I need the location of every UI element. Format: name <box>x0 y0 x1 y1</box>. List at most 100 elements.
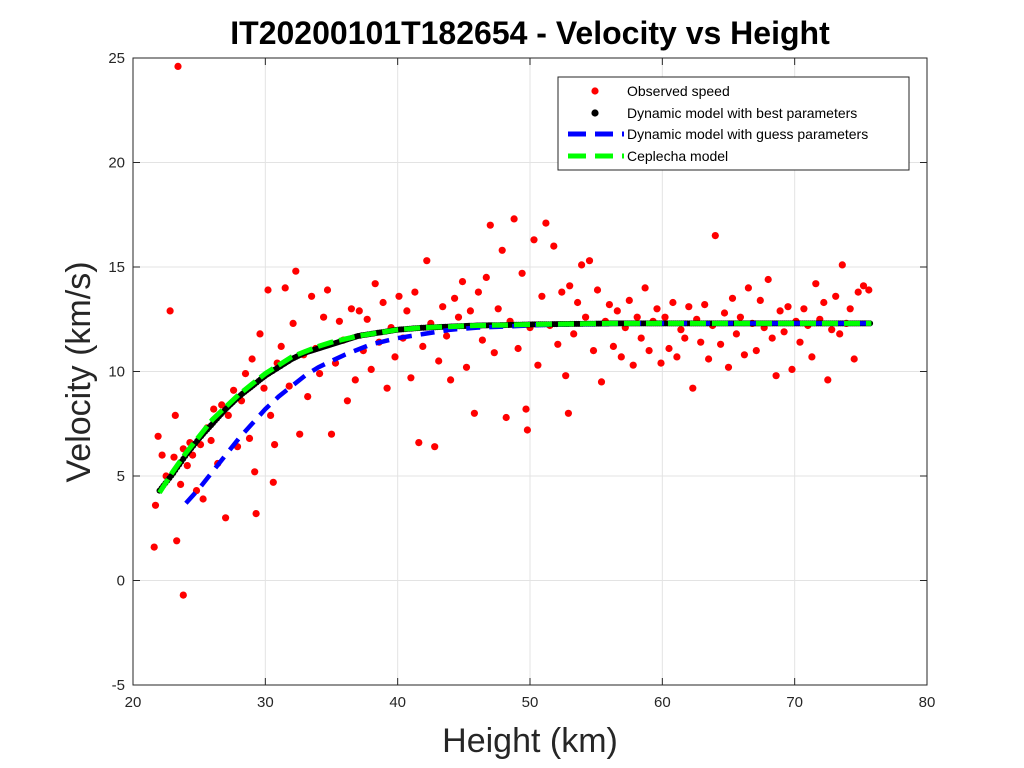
observed-speed-point <box>256 330 264 338</box>
x-tick-label: 40 <box>389 694 406 711</box>
observed-speed-point <box>285 382 293 390</box>
observed-speed-point <box>323 286 332 294</box>
observed-speed-point <box>289 319 297 327</box>
observed-speed-point <box>304 393 312 401</box>
observed-speed-point <box>562 372 570 380</box>
observed-speed-point <box>564 409 573 417</box>
observed-speed-point <box>685 303 693 311</box>
y-tick-label: 10 <box>108 364 125 381</box>
observed-speed-point <box>435 357 443 365</box>
x-tick-label: 80 <box>919 694 936 711</box>
observed-speed-point <box>174 62 182 70</box>
observed-speed-point <box>808 353 816 361</box>
observed-speed-point <box>768 334 776 342</box>
observed-speed-point <box>171 411 179 419</box>
observed-speed-point <box>605 301 614 309</box>
x-axis-label: Height (km) <box>442 722 618 760</box>
y-tick-label: 15 <box>108 259 125 276</box>
observed-speed-point <box>218 401 226 409</box>
observed-speed-point <box>800 305 808 313</box>
observed-speed-point <box>490 349 498 357</box>
observed-speed-point <box>697 338 705 346</box>
observed-speed-point <box>335 317 343 325</box>
observed-speed-point <box>780 328 788 336</box>
observed-speed-point <box>772 372 780 380</box>
observed-speed-point <box>637 334 645 342</box>
observed-speed-point <box>327 430 336 438</box>
observed-speed-point <box>347 305 355 313</box>
y-tick-label: -5 <box>112 677 125 694</box>
observed-speed-point <box>277 342 285 350</box>
observed-speed-point <box>391 353 399 361</box>
observed-speed-point <box>371 280 379 288</box>
observed-speed-point <box>661 313 669 321</box>
observed-speed-point <box>574 298 582 307</box>
observed-speed-point <box>264 286 272 294</box>
observed-speed-point <box>292 267 300 275</box>
observed-speed-point <box>523 426 532 434</box>
observed-speed-point <box>248 355 256 363</box>
observed-speed-point <box>252 509 260 518</box>
observed-speed-point <box>230 386 238 394</box>
observed-speed-point <box>582 313 590 321</box>
y-tick-label: 5 <box>117 468 125 485</box>
observed-speed-point <box>296 430 304 438</box>
observed-speed-point <box>158 451 166 459</box>
observed-speed-point <box>419 342 427 350</box>
legend-label: Dynamic model with best parameters <box>627 105 857 121</box>
observed-speed-point <box>530 236 538 244</box>
observed-speed-point <box>150 543 158 551</box>
legend-marker <box>591 109 599 117</box>
observed-speed-point <box>514 344 522 353</box>
observed-speed-point <box>673 353 681 361</box>
observed-speed-point <box>407 374 415 382</box>
observed-speed-point <box>850 355 858 363</box>
observed-speed-point <box>343 397 351 405</box>
observed-speed-point <box>383 384 391 392</box>
observed-speed-point <box>224 411 232 419</box>
legend-box <box>557 76 910 171</box>
observed-speed-point <box>776 307 784 315</box>
observed-speed-point <box>443 332 451 340</box>
x-tick-label: 50 <box>522 694 539 711</box>
observed-speed-point <box>859 282 868 290</box>
observed-speed-point <box>720 309 729 317</box>
observed-speed-point <box>320 313 328 321</box>
x-tick-label: 30 <box>257 694 274 711</box>
observed-speed-point <box>251 468 259 476</box>
observed-speed-point <box>474 288 482 296</box>
observed-speed-point <box>210 405 218 413</box>
observed-speed-point <box>832 292 840 300</box>
observed-speed-point <box>728 294 737 302</box>
observed-speed-point <box>609 342 618 350</box>
observed-speed-point <box>379 298 387 307</box>
observed-speed-point <box>431 443 439 451</box>
observed-speed-point <box>486 221 494 229</box>
observed-speed-point <box>788 365 796 373</box>
observed-speed-point <box>558 288 566 296</box>
observed-speed-point <box>482 273 490 281</box>
observed-speed-point <box>744 284 753 292</box>
observed-speed-point <box>669 298 677 307</box>
observed-speed-point <box>597 378 606 386</box>
observed-speed-point <box>705 355 713 363</box>
observed-speed-point <box>677 326 685 334</box>
observed-speed-point <box>570 330 578 338</box>
observed-speed-point <box>764 275 772 284</box>
observed-speed-point <box>207 436 215 445</box>
x-tick-label: 70 <box>786 694 803 711</box>
observed-speed-point <box>578 261 586 269</box>
legend-label: Observed speed <box>627 83 730 99</box>
observed-speed-point <box>820 298 828 307</box>
observed-speed-point <box>510 215 518 223</box>
observed-speed-point <box>657 359 665 367</box>
x-tick-label: 20 <box>125 694 142 711</box>
observed-speed-point <box>633 313 641 321</box>
observed-speed-point <box>478 336 486 344</box>
observed-speed-point <box>653 305 661 313</box>
legend: Observed speed Dynamic model with best pa… <box>557 76 910 171</box>
observed-speed-point <box>740 351 749 359</box>
observed-speed-point <box>824 376 832 384</box>
observed-speed-point <box>415 439 423 447</box>
